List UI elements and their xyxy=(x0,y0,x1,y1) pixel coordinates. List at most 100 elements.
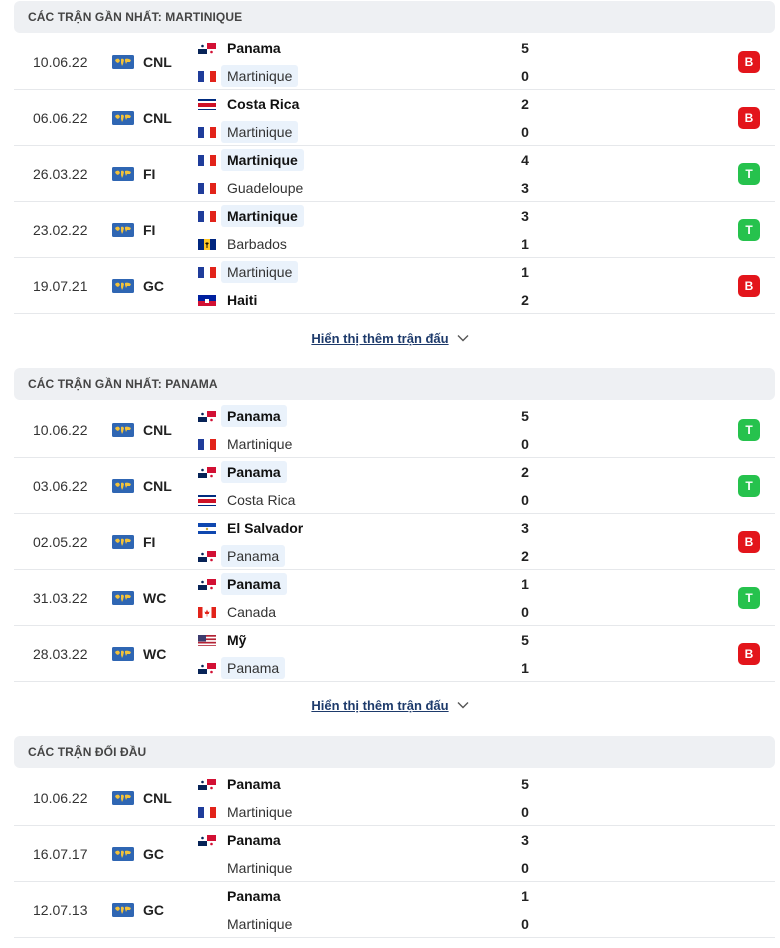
league-code: GC xyxy=(143,278,164,294)
result-badge: B xyxy=(738,51,760,73)
result-badge: B xyxy=(738,531,760,553)
home-team[interactable]: Panama xyxy=(196,829,526,851)
away-score: 2 xyxy=(521,292,529,308)
home-team-name: Martinique xyxy=(221,261,299,283)
home-team[interactable]: Martinique xyxy=(196,149,526,171)
usa-flag-icon xyxy=(198,634,216,646)
home-score: 3 xyxy=(521,208,529,224)
match-date: 10.06.22 xyxy=(33,54,88,70)
away-team[interactable]: Martinique xyxy=(196,65,526,87)
home-team-name: Panama xyxy=(221,573,287,595)
match-date: 23.02.22 xyxy=(33,222,88,238)
section-header: CÁC TRẬN GẦN NHẤT: MARTINIQUE xyxy=(14,1,775,33)
away-score: 0 xyxy=(521,916,529,932)
match-row[interactable]: 31.03.22 WC Panama 1 Canada 0 T xyxy=(14,570,775,626)
home-team[interactable]: Panama xyxy=(196,405,526,427)
home-score: 3 xyxy=(521,832,529,848)
home-team[interactable]: Panama xyxy=(196,573,526,595)
away-team[interactable]: Panama xyxy=(196,657,526,679)
league-code: GC xyxy=(143,846,164,862)
france-flag-icon xyxy=(198,210,216,222)
canada-flag-icon xyxy=(198,606,216,618)
away-team[interactable]: Martinique xyxy=(196,913,526,935)
france-flag-icon xyxy=(198,126,216,138)
match-row[interactable]: 03.06.22 CNL Panama 2 Costa Rica 0 T xyxy=(14,458,775,514)
match-date: 03.06.22 xyxy=(33,478,88,494)
match-row[interactable]: 16.07.17 GC Panama 3 Martinique 0 xyxy=(14,826,775,882)
world-map-icon xyxy=(112,223,134,237)
league-code: CNL xyxy=(143,110,172,126)
away-team-name: Panama xyxy=(221,657,286,679)
away-team[interactable]: Haiti xyxy=(196,289,526,311)
show-more-matches-link[interactable]: Hiển thị thêm trận đấu xyxy=(0,697,780,713)
match-row[interactable]: 10.06.22 CNL Panama 5 Martinique 0 B xyxy=(14,34,775,90)
match-row[interactable]: 10.06.22 CNL Panama 5 Martinique 0 T xyxy=(14,402,775,458)
result-badge: T xyxy=(738,219,760,241)
match-date: 28.03.22 xyxy=(33,646,88,662)
away-team[interactable]: Canada xyxy=(196,601,526,623)
show-more-label[interactable]: Hiển thị thêm trận đấu xyxy=(311,331,449,346)
home-team[interactable]: Panama xyxy=(196,461,526,483)
away-team[interactable]: Martinique xyxy=(196,121,526,143)
home-team[interactable]: Martinique xyxy=(196,261,526,283)
league-code: CNL xyxy=(143,422,172,438)
match-row[interactable]: 10.06.22 CNL Panama 5 Martinique 0 xyxy=(14,770,775,826)
league-code: FI xyxy=(143,222,156,238)
home-team[interactable]: Costa Rica xyxy=(196,93,526,115)
home-team[interactable]: Panama xyxy=(196,773,526,795)
chevron-down-icon[interactable] xyxy=(457,330,469,345)
match-row[interactable]: 02.05.22 FI El Salvador 3 Panama 2 B xyxy=(14,514,775,570)
away-team[interactable]: Barbados xyxy=(196,233,526,255)
league-code: CNL xyxy=(143,54,172,70)
world-map-icon xyxy=(112,903,134,917)
match-row[interactable]: 26.03.22 FI Martinique 4 Guadeloupe 3 T xyxy=(14,146,775,202)
home-team-name: Panama xyxy=(227,40,281,56)
panama-flag-icon xyxy=(198,578,216,590)
panama-flag-icon xyxy=(198,662,216,674)
show-more-label[interactable]: Hiển thị thêm trận đấu xyxy=(311,698,449,713)
home-score: 5 xyxy=(521,776,529,792)
home-team[interactable]: Martinique xyxy=(196,205,526,227)
section-header: CÁC TRẬN ĐỐI ĐẦU xyxy=(14,736,775,768)
home-team[interactable]: Panama xyxy=(196,37,526,59)
section-header: CÁC TRẬN GẦN NHẤT: PANAMA xyxy=(14,368,775,400)
away-score: 0 xyxy=(521,124,529,140)
home-team[interactable]: Mỹ xyxy=(196,629,526,651)
match-row[interactable]: 28.03.22 WC Mỹ 5 Panama 1 B xyxy=(14,626,775,682)
away-team[interactable]: Martinique xyxy=(196,801,526,823)
league-code: WC xyxy=(143,646,167,662)
away-team-name: Panama xyxy=(221,545,286,567)
elsalvador-flag-icon xyxy=(198,522,216,534)
panama-flag-icon xyxy=(198,834,216,846)
home-score: 5 xyxy=(521,408,529,424)
league-code: CNL xyxy=(143,478,172,494)
home-team[interactable]: Panama xyxy=(196,885,526,907)
home-team-name: Martinique xyxy=(221,205,304,227)
away-score: 0 xyxy=(521,68,529,84)
show-more-matches-link[interactable]: Hiển thị thêm trận đấu xyxy=(0,330,780,346)
league-code: CNL xyxy=(143,790,172,806)
france-flag-icon xyxy=(198,182,216,194)
home-team-name: Costa Rica xyxy=(227,96,300,112)
france-flag-icon xyxy=(198,266,216,278)
chevron-down-icon[interactable] xyxy=(457,697,469,712)
home-score: 2 xyxy=(521,464,529,480)
home-team[interactable]: El Salvador xyxy=(196,517,526,539)
match-row[interactable]: 23.02.22 FI Martinique 3 Barbados 1 T xyxy=(14,202,775,258)
match-date: 02.05.22 xyxy=(33,534,88,550)
away-score: 1 xyxy=(521,236,529,252)
match-row[interactable]: 06.06.22 CNL Costa Rica 2 Martinique 0 B xyxy=(14,90,775,146)
away-team[interactable]: Panama xyxy=(196,545,526,567)
match-row[interactable]: 12.07.13 GC Panama 1 Martinique 0 xyxy=(14,882,775,938)
away-team[interactable]: Guadeloupe xyxy=(196,177,526,199)
match-row[interactable]: 19.07.21 GC Martinique 1 Haiti 2 B xyxy=(14,258,775,314)
world-map-icon xyxy=(112,55,134,69)
away-team[interactable]: Martinique xyxy=(196,857,526,879)
match-date: 10.06.22 xyxy=(33,790,88,806)
world-map-icon xyxy=(112,479,134,493)
result-badge: T xyxy=(738,163,760,185)
home-team-name: Mỹ xyxy=(227,632,247,648)
away-team[interactable]: Martinique xyxy=(196,433,526,455)
away-team[interactable]: Costa Rica xyxy=(196,489,526,511)
panama-flag-icon xyxy=(198,466,216,478)
